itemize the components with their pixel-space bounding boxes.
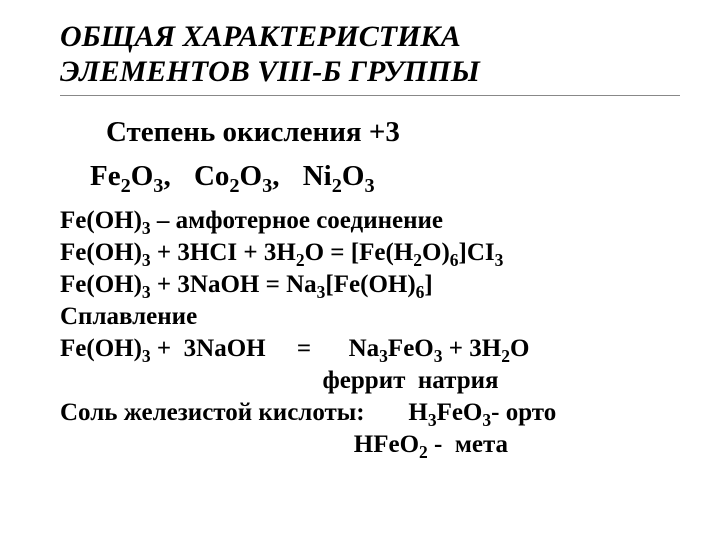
line-meta: HFeO2 - мета [60, 429, 680, 461]
oxide-formulas: Fe2O3, Co2O3, Ni2O3 [60, 158, 680, 194]
title-line-1: ОБЩАЯ ХАРАКТЕРИСТИКА [60, 20, 680, 55]
slide: ОБЩАЯ ХАРАКТЕРИСТИКА ЭЛЕМЕНТОВ VIII-Б ГР… [0, 0, 720, 540]
line-ortho: Соль железистой кислоты: H3FeO3- орто [60, 397, 680, 429]
oxide-fe2o3: Fe2O3, [90, 160, 171, 192]
line-reaction-naoh: Fe(OH)3 + 3NaOH = Na3[Fe(OH)6] [60, 269, 680, 301]
title-line-2: ЭЛЕМЕНТОВ VIII-Б ГРУППЫ [60, 55, 680, 90]
line-ferrite-label: феррит натрия [60, 365, 680, 397]
line-reaction-hcl: Fe(OH)3 + 3HCI + 3H2O = [Fe(H2O)6]CI3 [60, 237, 680, 269]
divider [60, 95, 680, 96]
body-text: Fe(OH)3 – амфотерное соединение Fe(OH)3 … [60, 205, 680, 461]
subheading: Степень окисления +3 [60, 114, 680, 150]
oxide-ni2o3: Ni2O3 [303, 160, 375, 192]
slide-title: ОБЩАЯ ХАРАКТЕРИСТИКА ЭЛЕМЕНТОВ VIII-Б ГР… [60, 20, 680, 89]
line-amphoteric: Fe(OH)3 – амфотерное соединение [60, 205, 680, 237]
line-fusion-label: Сплавление [60, 301, 680, 333]
line-fusion-reaction: Fe(OH)3 + 3NaOH = Na3FeO3 + 3H2O [60, 333, 680, 365]
oxide-co2o3: Co2O3, [194, 160, 280, 192]
